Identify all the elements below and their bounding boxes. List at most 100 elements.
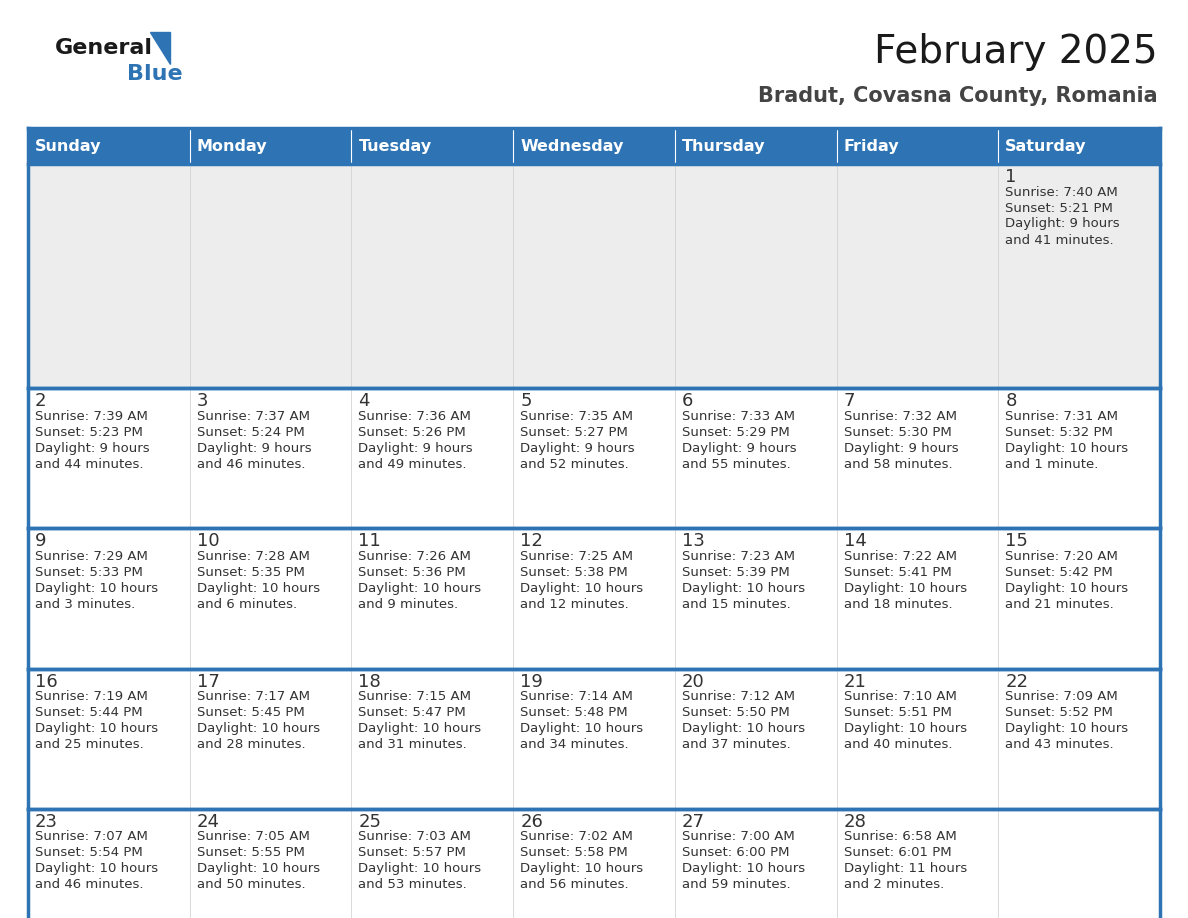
Bar xyxy=(352,809,513,918)
Text: and 59 minutes.: and 59 minutes. xyxy=(682,879,790,891)
Text: Daylight: 9 hours: Daylight: 9 hours xyxy=(682,442,796,454)
Text: and 58 minutes.: and 58 minutes. xyxy=(843,458,953,471)
Bar xyxy=(675,388,836,529)
Text: Sunset: 6:01 PM: Sunset: 6:01 PM xyxy=(843,846,952,859)
Bar xyxy=(675,809,836,918)
Text: Daylight: 10 hours: Daylight: 10 hours xyxy=(520,722,643,735)
Text: Sunset: 5:48 PM: Sunset: 5:48 PM xyxy=(520,706,627,719)
Text: Daylight: 10 hours: Daylight: 10 hours xyxy=(1005,442,1129,454)
Text: Daylight: 10 hours: Daylight: 10 hours xyxy=(359,722,481,735)
Text: Sunset: 5:24 PM: Sunset: 5:24 PM xyxy=(197,426,304,439)
Text: Sunset: 5:44 PM: Sunset: 5:44 PM xyxy=(34,706,143,719)
Text: and 9 minutes.: and 9 minutes. xyxy=(359,598,459,611)
Text: Daylight: 10 hours: Daylight: 10 hours xyxy=(197,582,320,595)
Bar xyxy=(352,388,513,529)
Text: Sunset: 5:26 PM: Sunset: 5:26 PM xyxy=(359,426,466,439)
Text: Sunset: 5:33 PM: Sunset: 5:33 PM xyxy=(34,566,143,579)
Bar xyxy=(29,164,190,388)
Bar xyxy=(998,809,1159,918)
Bar xyxy=(29,128,190,164)
Text: and 28 minutes.: and 28 minutes. xyxy=(197,738,305,751)
Text: and 1 minute.: and 1 minute. xyxy=(1005,458,1099,471)
Text: Blue: Blue xyxy=(127,64,183,84)
Text: and 3 minutes.: and 3 minutes. xyxy=(34,598,135,611)
Text: Sunrise: 7:07 AM: Sunrise: 7:07 AM xyxy=(34,830,147,844)
Text: Sunset: 5:27 PM: Sunset: 5:27 PM xyxy=(520,426,628,439)
Text: Sunset: 5:36 PM: Sunset: 5:36 PM xyxy=(359,566,466,579)
Text: 23: 23 xyxy=(34,812,58,831)
Text: Daylight: 10 hours: Daylight: 10 hours xyxy=(359,582,481,595)
Bar xyxy=(998,164,1159,388)
Bar xyxy=(513,668,675,809)
Text: and 41 minutes.: and 41 minutes. xyxy=(1005,233,1114,247)
Text: Sunday: Sunday xyxy=(34,139,101,153)
Text: Sunrise: 6:58 AM: Sunrise: 6:58 AM xyxy=(843,830,956,844)
Text: 1: 1 xyxy=(1005,168,1017,186)
Text: 16: 16 xyxy=(34,673,58,690)
Text: 7: 7 xyxy=(843,392,855,410)
Text: Wednesday: Wednesday xyxy=(520,139,624,153)
Text: Sunset: 5:21 PM: Sunset: 5:21 PM xyxy=(1005,201,1113,215)
Text: Sunrise: 7:00 AM: Sunrise: 7:00 AM xyxy=(682,830,795,844)
Text: 19: 19 xyxy=(520,673,543,690)
Bar xyxy=(513,164,675,388)
Bar xyxy=(836,529,998,668)
Text: 24: 24 xyxy=(197,812,220,831)
Bar xyxy=(190,164,352,388)
Bar xyxy=(29,809,190,918)
Text: Sunrise: 7:39 AM: Sunrise: 7:39 AM xyxy=(34,409,147,423)
Text: 4: 4 xyxy=(359,392,369,410)
Text: 26: 26 xyxy=(520,812,543,831)
Text: Saturday: Saturday xyxy=(1005,139,1087,153)
Text: 3: 3 xyxy=(197,392,208,410)
Text: and 52 minutes.: and 52 minutes. xyxy=(520,458,628,471)
Text: Daylight: 9 hours: Daylight: 9 hours xyxy=(520,442,634,454)
Text: Sunset: 5:54 PM: Sunset: 5:54 PM xyxy=(34,846,143,859)
Text: Sunset: 6:00 PM: Sunset: 6:00 PM xyxy=(682,846,789,859)
Text: Daylight: 10 hours: Daylight: 10 hours xyxy=(682,722,805,735)
Text: Daylight: 10 hours: Daylight: 10 hours xyxy=(34,862,158,876)
Text: February 2025: February 2025 xyxy=(874,33,1158,71)
Text: 28: 28 xyxy=(843,812,866,831)
Text: Sunset: 5:38 PM: Sunset: 5:38 PM xyxy=(520,566,628,579)
Text: Daylight: 10 hours: Daylight: 10 hours xyxy=(682,582,805,595)
Text: Sunrise: 7:14 AM: Sunrise: 7:14 AM xyxy=(520,690,633,703)
Text: 11: 11 xyxy=(359,532,381,551)
Text: 2: 2 xyxy=(34,392,46,410)
Text: Sunrise: 7:02 AM: Sunrise: 7:02 AM xyxy=(520,830,633,844)
Text: Sunset: 5:52 PM: Sunset: 5:52 PM xyxy=(1005,706,1113,719)
Bar xyxy=(190,809,352,918)
Text: Sunset: 5:55 PM: Sunset: 5:55 PM xyxy=(197,846,304,859)
Text: Sunset: 5:50 PM: Sunset: 5:50 PM xyxy=(682,706,790,719)
Text: 17: 17 xyxy=(197,673,220,690)
Bar xyxy=(352,668,513,809)
Bar xyxy=(836,668,998,809)
Text: Daylight: 10 hours: Daylight: 10 hours xyxy=(1005,582,1129,595)
Text: Sunset: 5:57 PM: Sunset: 5:57 PM xyxy=(359,846,467,859)
Bar xyxy=(675,128,836,164)
Text: Sunrise: 7:15 AM: Sunrise: 7:15 AM xyxy=(359,690,472,703)
Text: Daylight: 10 hours: Daylight: 10 hours xyxy=(197,862,320,876)
Text: Daylight: 9 hours: Daylight: 9 hours xyxy=(1005,218,1120,230)
Text: Sunrise: 7:28 AM: Sunrise: 7:28 AM xyxy=(197,550,310,563)
Bar xyxy=(29,529,190,668)
Bar xyxy=(513,128,675,164)
Text: Daylight: 10 hours: Daylight: 10 hours xyxy=(682,862,805,876)
Bar xyxy=(513,529,675,668)
Text: Sunrise: 7:37 AM: Sunrise: 7:37 AM xyxy=(197,409,310,423)
Text: and 46 minutes.: and 46 minutes. xyxy=(34,879,144,891)
Text: 21: 21 xyxy=(843,673,866,690)
Bar xyxy=(29,388,190,529)
Bar xyxy=(190,388,352,529)
Bar xyxy=(836,809,998,918)
Text: Sunset: 5:45 PM: Sunset: 5:45 PM xyxy=(197,706,304,719)
Text: Sunrise: 7:40 AM: Sunrise: 7:40 AM xyxy=(1005,185,1118,198)
Text: Sunset: 5:39 PM: Sunset: 5:39 PM xyxy=(682,566,790,579)
Text: Monday: Monday xyxy=(197,139,267,153)
Text: Sunset: 5:51 PM: Sunset: 5:51 PM xyxy=(843,706,952,719)
Text: and 6 minutes.: and 6 minutes. xyxy=(197,598,297,611)
Bar xyxy=(675,529,836,668)
Bar xyxy=(29,668,190,809)
Bar xyxy=(998,529,1159,668)
Text: Sunrise: 7:35 AM: Sunrise: 7:35 AM xyxy=(520,409,633,423)
